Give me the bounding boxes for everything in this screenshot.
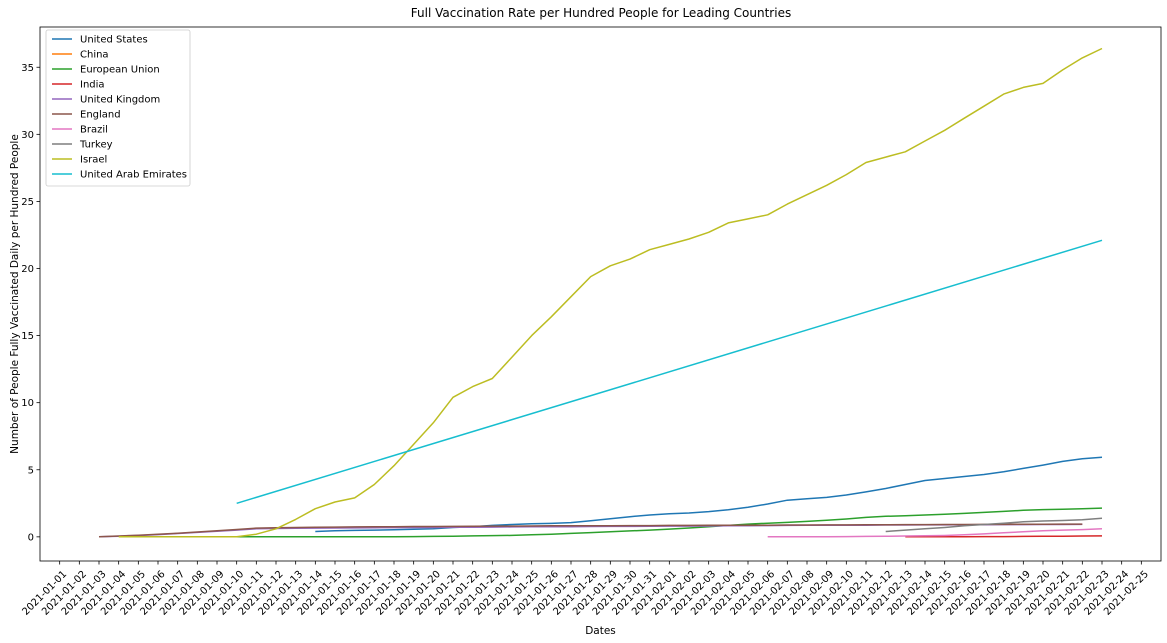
legend-label: United Arab Emirates (80, 170, 187, 181)
y-tick-label: 35 (21, 63, 34, 74)
plot-area: 2021-01-012021-01-022021-01-032021-01-04… (20, 26, 1162, 618)
x-axis: 2021-01-012021-01-022021-01-032021-01-04… (20, 561, 1151, 618)
legend-label: China (80, 50, 109, 61)
legend-box (45, 29, 191, 187)
y-axis-label: Number of People Fully Vaccinated Daily … (9, 134, 21, 454)
y-tick-label: 0 (28, 532, 34, 543)
legend-label: Israel (80, 155, 107, 166)
legend-label: European Union (80, 65, 160, 76)
chart-title: Full Vaccination Rate per Hundred People… (411, 6, 791, 20)
series-line-india (905, 535, 1103, 538)
series-lines (98, 47, 1103, 538)
legend-label: India (80, 80, 105, 91)
series-line-israel (118, 47, 1103, 538)
legend-label: United States (80, 35, 148, 46)
legend: United States China European Union India Uni… (45, 29, 191, 187)
y-tick-label: 10 (21, 398, 34, 409)
legend-label: Turkey (79, 140, 113, 151)
y-tick-label: 20 (21, 264, 34, 275)
legend-label: United Kingdom (80, 95, 160, 106)
y-tick-label: 30 (21, 130, 34, 141)
legend-label: Brazil (80, 125, 108, 136)
series-line-european-union (236, 507, 1103, 538)
series-line-united-arab-emirates (236, 239, 1103, 505)
y-axis: 0 5 10 15 20 25 30 35 (21, 63, 40, 543)
series-line-turkey (885, 517, 1103, 533)
y-tick-label: 25 (21, 197, 34, 208)
x-axis-label: Dates (585, 625, 616, 637)
series-line-england (98, 523, 1083, 538)
series-line-united-states (315, 456, 1103, 533)
series-line-brazil (767, 528, 1103, 538)
legend-label: England (80, 110, 121, 121)
y-tick-label: 15 (21, 331, 34, 342)
plot-frame (39, 26, 1162, 562)
y-tick-label: 5 (28, 465, 34, 476)
